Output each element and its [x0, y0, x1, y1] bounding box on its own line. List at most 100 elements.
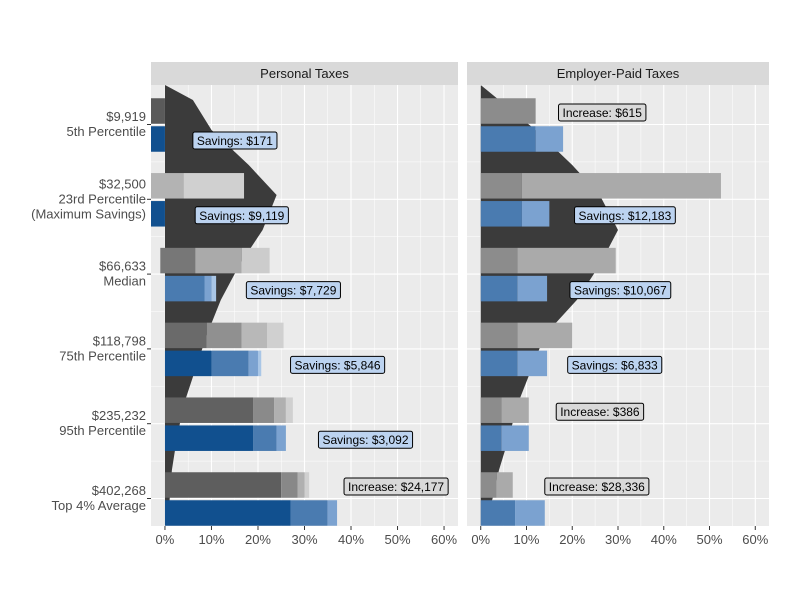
annotation-label: Savings: $9,119	[194, 206, 289, 225]
bar-group-0: Increase: $615	[480, 98, 647, 152]
annotation-text: Savings: $10,067	[574, 284, 667, 298]
category-name-label: 95th Percentile	[59, 423, 146, 438]
panel-title: Personal Taxes	[260, 66, 349, 81]
proposed-tax-bar	[257, 350, 262, 377]
annotation-text: Savings: $12,183	[579, 209, 672, 223]
proposed-tax-bar	[501, 425, 529, 451]
x-tick-label: 10%	[198, 532, 224, 547]
x-tick-label: 60%	[742, 532, 768, 547]
annotation-box	[558, 103, 647, 122]
bar-group-5: Increase: $24,177	[164, 472, 449, 526]
current-tax-bar	[480, 322, 518, 349]
proposed-tax-bar	[164, 500, 291, 526]
category-income-label: $32,500	[99, 176, 146, 191]
current-tax-bar	[517, 322, 573, 349]
annotation-text: Savings: $5,846	[295, 358, 381, 372]
proposed-tax-bar	[480, 500, 516, 526]
proposed-tax-bar	[327, 500, 338, 526]
x-tick-label: 30%	[605, 532, 631, 547]
annotation-label: Savings: $5,846	[290, 355, 386, 374]
x-tick-label: 0%	[156, 532, 175, 547]
x-tick-label: 0%	[471, 532, 490, 547]
proposed-tax-bar	[535, 126, 564, 152]
bar-group-3: Savings: $5,846	[164, 322, 386, 377]
proposed-tax-bar	[276, 425, 286, 451]
category-name-label: 75th Percentile	[59, 348, 146, 363]
category-name-label: Median	[103, 274, 146, 289]
annotation-box	[245, 281, 341, 300]
bar-group-4: Increase: $386	[480, 397, 645, 451]
bar-group-2: Savings: $7,729	[160, 247, 341, 302]
current-tax-bar	[253, 397, 275, 423]
proposed-tax-bar	[211, 350, 249, 377]
bar-group-4: Savings: $3,092	[164, 397, 414, 451]
annotation-text: Savings: $6,833	[572, 358, 658, 372]
current-tax-bar	[480, 98, 536, 124]
x-tick-label: 40%	[651, 532, 677, 547]
x-tick-label: 20%	[245, 532, 271, 547]
annotation-text: Increase: $28,336	[549, 480, 645, 494]
annotation-text: Increase: $24,177	[348, 480, 444, 494]
category-name-label: 5th Percentile	[67, 124, 147, 139]
annotation-label: Savings: $3,092	[317, 430, 414, 449]
bar-group-1: Savings: $12,183	[480, 173, 721, 227]
annotation-label: Increase: $24,177	[343, 477, 449, 496]
category-name-label: Top 4% Average	[52, 498, 146, 513]
proposed-tax-bar	[480, 126, 536, 152]
current-tax-bar	[241, 322, 268, 349]
category-income-label: $402,268	[92, 483, 146, 498]
panel-strip	[151, 62, 458, 85]
annotation-text: Increase: $386	[560, 405, 640, 419]
proposed-tax-bar	[164, 350, 212, 377]
x-axis: 0% 10% 20% 30% 40% 50% 60%	[471, 526, 769, 547]
proposed-tax-bar	[253, 425, 277, 451]
proposed-tax-bar	[151, 126, 165, 152]
current-tax-bar	[304, 472, 310, 498]
proposed-tax-bar	[517, 350, 548, 377]
bar-group-1: Savings: $9,119	[151, 173, 289, 227]
annotation-label: Increase: $615	[558, 103, 647, 122]
annotation-box	[567, 355, 663, 374]
current-tax-bar	[281, 472, 298, 498]
annotation-text: Savings: $9,119	[199, 209, 284, 223]
category-name-label: (Maximum Savings)	[31, 206, 146, 221]
annotation-label: Savings: $171	[192, 131, 278, 150]
x-tick-label: 30%	[291, 532, 317, 547]
panel-0: Personal Taxes Savings: $171 Savings: $9,1…	[151, 62, 458, 547]
category-income-label: $235,232	[92, 408, 146, 423]
annotation-box	[343, 477, 449, 496]
x-tick-label: 40%	[338, 532, 364, 547]
current-tax-bar	[164, 472, 282, 498]
proposed-tax-bar	[290, 500, 328, 526]
annotation-text: Savings: $3,092	[322, 433, 408, 447]
annotation-box	[555, 402, 645, 421]
annotation-box	[317, 430, 414, 449]
x-axis: 0% 10% 20% 30% 40% 50% 60%	[156, 526, 457, 547]
x-tick-label: 60%	[431, 532, 457, 547]
current-tax-bar	[480, 397, 502, 423]
current-tax-bar	[241, 247, 270, 274]
current-tax-bar	[183, 173, 245, 199]
x-tick-label: 50%	[696, 532, 722, 547]
annotation-label: Increase: $28,336	[544, 477, 650, 496]
bar-group-0: Savings: $171	[151, 98, 278, 152]
annotation-box	[290, 355, 386, 374]
proposed-tax-bar	[480, 275, 518, 302]
annotation-text: Increase: $615	[563, 106, 643, 120]
category-income-label: $118,798	[93, 333, 146, 348]
annotation-text: Savings: $171	[197, 134, 273, 148]
current-tax-bar	[285, 397, 293, 423]
annotation-label: Savings: $6,833	[567, 355, 663, 374]
annotation-box	[192, 131, 278, 150]
bar-group-5: Increase: $28,336	[480, 472, 650, 526]
proposed-tax-bar	[480, 201, 522, 227]
annotation-box	[194, 206, 289, 225]
annotation-box	[569, 281, 672, 300]
current-tax-bar	[164, 322, 207, 349]
annotation-box	[544, 477, 650, 496]
current-tax-bar	[267, 322, 284, 349]
annotation-label: Savings: $7,729	[245, 281, 341, 300]
current-tax-bar	[480, 173, 522, 199]
